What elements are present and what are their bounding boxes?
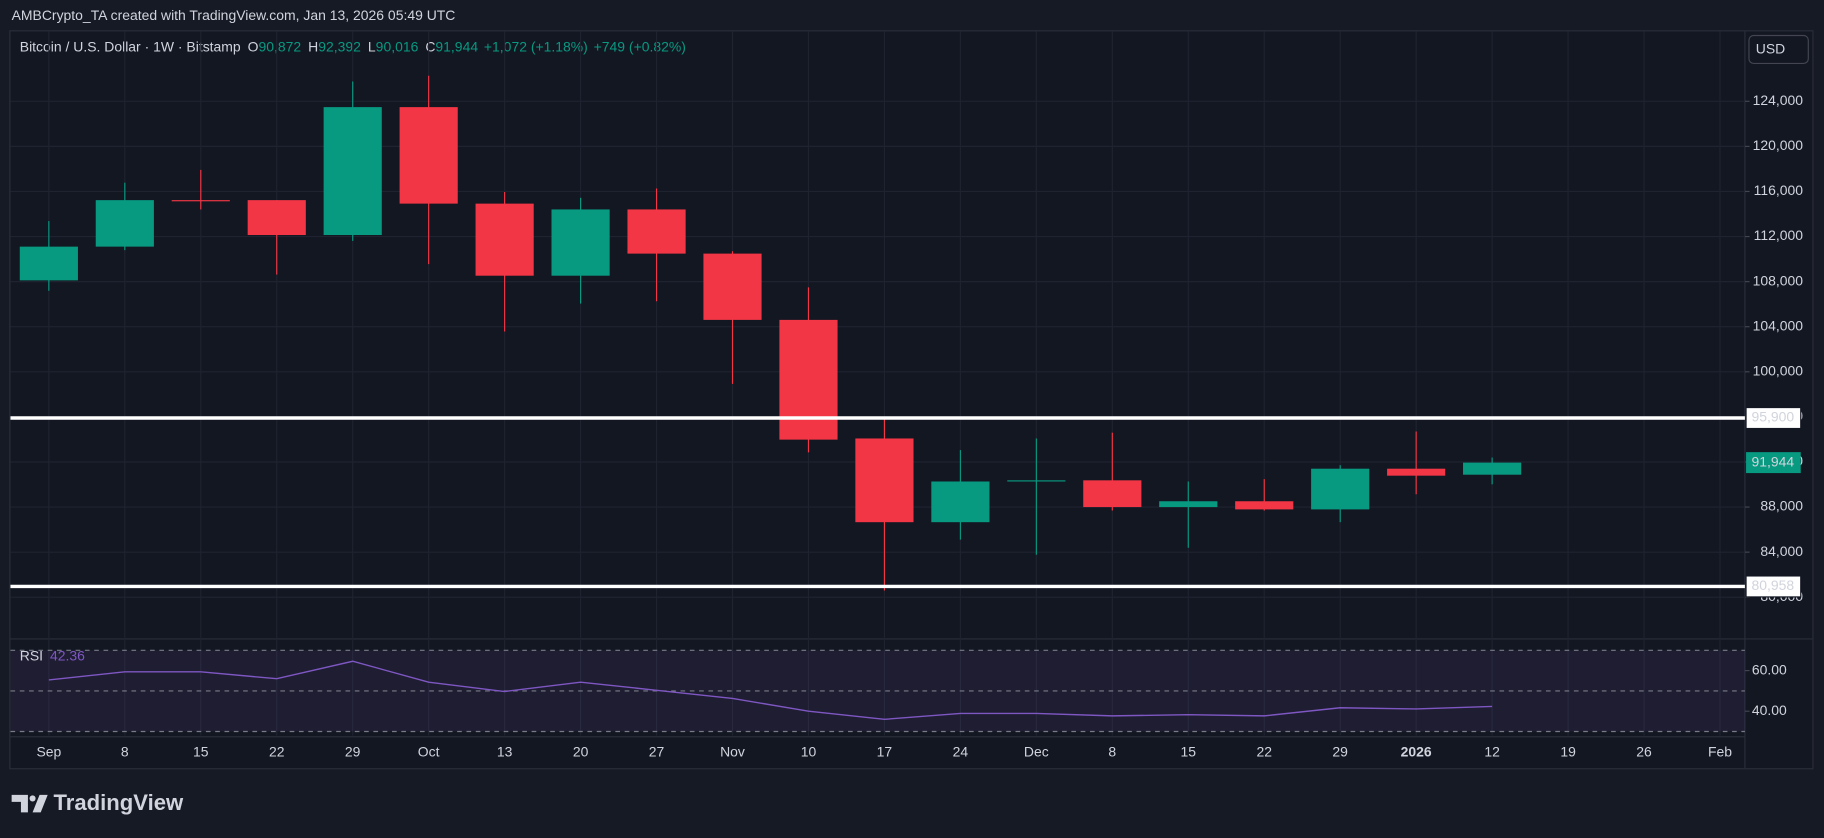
x-tick-label: 13 bbox=[497, 744, 513, 760]
x-tick-label: 24 bbox=[953, 744, 969, 760]
x-tick-label: 17 bbox=[877, 744, 893, 760]
level-label-box bbox=[1745, 575, 1802, 598]
rsi-current: 42.36 bbox=[50, 647, 85, 663]
x-tick-label: 27 bbox=[649, 744, 665, 760]
candle-body bbox=[399, 107, 458, 204]
ohlc-key: H bbox=[308, 38, 318, 54]
ohlc-key: L bbox=[368, 38, 376, 54]
y-tick-label: 116,000 bbox=[1754, 182, 1804, 198]
x-tick-label: 26 bbox=[1636, 744, 1652, 760]
ohlc-value: 91,944 bbox=[435, 38, 478, 54]
candle-body bbox=[1387, 468, 1446, 476]
candle-body bbox=[1235, 501, 1294, 510]
y-tick-label: 120,000 bbox=[1753, 137, 1804, 153]
x-tick-label: 29 bbox=[1332, 744, 1348, 760]
currency[interactable]: USD bbox=[1756, 41, 1785, 57]
y-tick-label: 112,000 bbox=[1754, 227, 1804, 243]
ohlc-value: 90,872 bbox=[259, 38, 302, 54]
candle-body bbox=[323, 107, 382, 236]
candle-body bbox=[1463, 462, 1522, 475]
candle-body bbox=[19, 246, 78, 281]
symbol-legend: Bitcoin / U.S. Dollar · 1W · Bitstamp O90… bbox=[20, 38, 686, 54]
y-tick-label: 108,000 bbox=[1753, 272, 1804, 288]
x-tick-label: 29 bbox=[345, 744, 361, 760]
x-tick-label: Dec bbox=[1024, 744, 1049, 760]
rsi-y-tick-label: 40.00 bbox=[1752, 702, 1787, 718]
ohlc-value: 90,016 bbox=[376, 38, 419, 54]
x-tick-label: 12 bbox=[1484, 744, 1500, 760]
y-tick-label: 100,000 bbox=[1753, 362, 1804, 378]
brand-logo: TradingView bbox=[11, 790, 185, 815]
usd-button-box[interactable] bbox=[1748, 34, 1809, 65]
ohlc-key: O bbox=[248, 38, 259, 54]
x-tick-label: 8 bbox=[121, 744, 129, 760]
x-tick-label: 22 bbox=[1256, 744, 1272, 760]
logo-dot bbox=[29, 795, 36, 802]
level-label: 95,900 bbox=[1751, 409, 1794, 425]
candle-body bbox=[475, 203, 534, 276]
level-label: 80,958 bbox=[1751, 577, 1794, 593]
y-tick-label: 84,000 bbox=[1760, 543, 1803, 559]
rsi-name: RSI bbox=[20, 647, 43, 663]
x-tick-label: 19 bbox=[1560, 744, 1576, 760]
candle-body bbox=[931, 481, 990, 523]
candle-body bbox=[779, 319, 838, 440]
x-tick-label: Nov bbox=[720, 744, 745, 760]
last-price-box bbox=[1746, 452, 1801, 474]
candle-body bbox=[855, 438, 914, 523]
change-2: +749 (+0.82%) bbox=[594, 38, 686, 54]
x-tick-label: Feb bbox=[1708, 744, 1732, 760]
candle-body bbox=[703, 253, 762, 320]
x-tick-label: 15 bbox=[1181, 744, 1197, 760]
candle-body bbox=[551, 209, 610, 276]
y-tick-label: 88,000 bbox=[1760, 498, 1803, 514]
symbol: Bitcoin / U.S. Dollar · 1W · Bitstamp bbox=[20, 38, 241, 54]
x-tick-label: 20 bbox=[573, 744, 589, 760]
x-tick-label: 2026 bbox=[1401, 744, 1432, 760]
candle-body bbox=[171, 200, 230, 202]
candle-body bbox=[95, 200, 154, 247]
rsi-legend: RSI 42.36 bbox=[20, 647, 85, 663]
candle-body bbox=[247, 200, 306, 236]
candle-body bbox=[1311, 468, 1370, 510]
candle-body bbox=[1007, 480, 1066, 482]
chart-frame bbox=[9, 30, 1814, 770]
last-price-label: 91,944 bbox=[1751, 453, 1794, 469]
brand: TradingView bbox=[54, 790, 185, 815]
logo-icon bbox=[11, 794, 48, 813]
rsi-line bbox=[48, 660, 1493, 721]
x-tick-label: 8 bbox=[1108, 744, 1116, 760]
ohlc-key: C bbox=[425, 38, 435, 54]
x-tick-label: 10 bbox=[801, 744, 817, 760]
x-tick-label: Sep bbox=[36, 744, 61, 760]
candle-body bbox=[1159, 501, 1218, 508]
candle-body bbox=[1083, 480, 1142, 508]
usd-button[interactable]: USD bbox=[1748, 34, 1809, 65]
x-tick-label: 15 bbox=[193, 744, 209, 760]
y-tick-label: 124,000 bbox=[1753, 92, 1804, 108]
level-label-box bbox=[1745, 406, 1802, 430]
x-tick-label: 22 bbox=[269, 744, 285, 760]
ohlc-value: 92,392 bbox=[318, 38, 361, 54]
y-tick-label: 104,000 bbox=[1753, 317, 1804, 333]
watermark: AMBCrypto_TA created with TradingView.co… bbox=[12, 7, 456, 23]
x-tick-label: Oct bbox=[418, 744, 440, 760]
rsi-y-tick-label: 60.00 bbox=[1752, 661, 1787, 677]
change: +1,072 (+1.18%) bbox=[484, 38, 588, 54]
candle-body bbox=[627, 209, 686, 254]
